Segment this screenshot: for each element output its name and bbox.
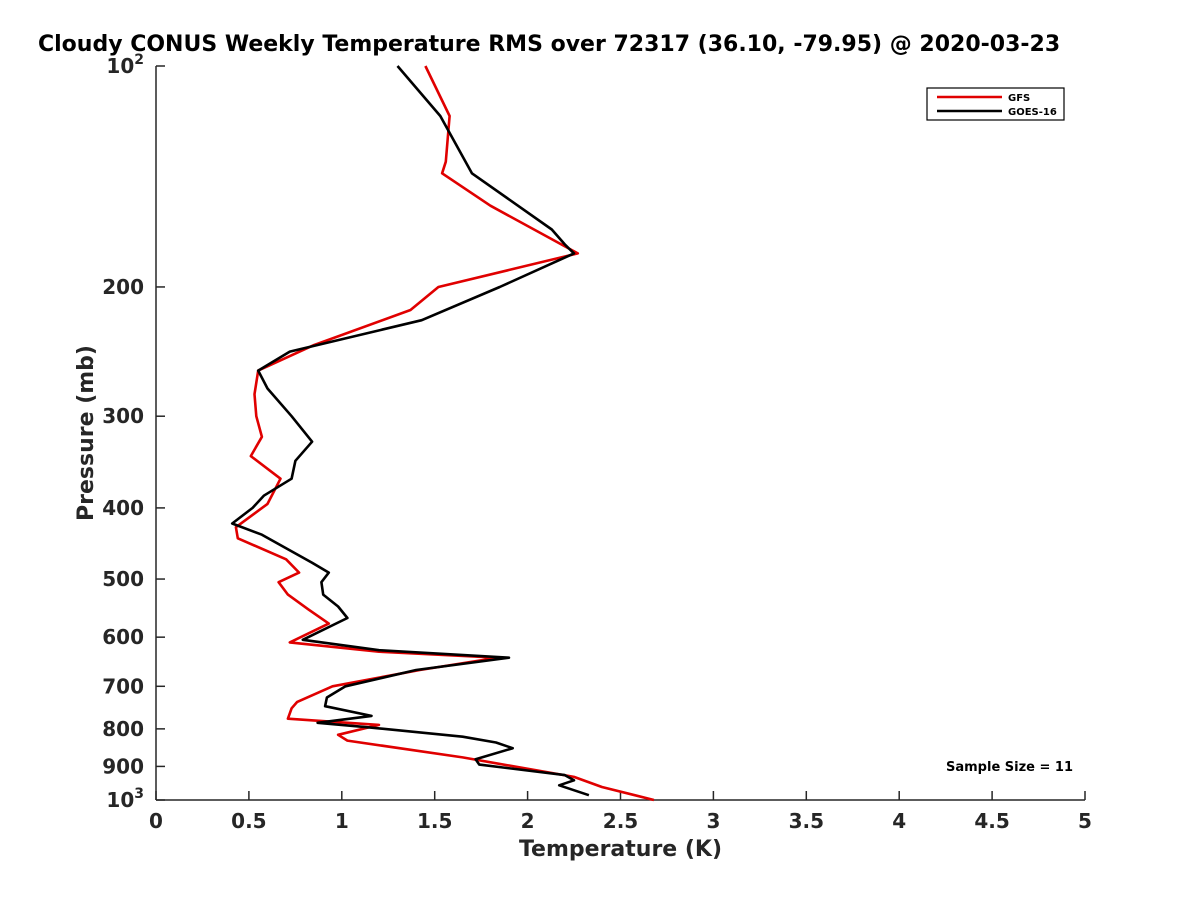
y-tick-label: 500 <box>102 567 144 591</box>
y-tick-label: 300 <box>102 404 144 428</box>
x-axis-label: Temperature (K) <box>519 837 722 862</box>
x-tick-label: 0.5 <box>231 809 266 833</box>
y-tick-label: 102 <box>106 52 144 78</box>
y-tick-label: 800 <box>102 717 144 741</box>
legend-label: GFS <box>1008 93 1030 104</box>
y-tick-label: 900 <box>102 754 144 778</box>
x-tick-label: 2 <box>521 809 535 833</box>
x-tick-label: 4 <box>892 809 906 833</box>
legend-box <box>926 87 1065 121</box>
x-tick-label: 1 <box>335 809 349 833</box>
chart-title: Cloudy CONUS Weekly Temperature RMS over… <box>38 32 1061 57</box>
x-tick-label: 0 <box>149 809 163 833</box>
y-tick-label: 200 <box>102 275 144 299</box>
y-tick-label: 400 <box>102 496 144 520</box>
sample-size-annotation: Sample Size = 11 <box>946 760 1073 775</box>
series-line-gfs <box>234 65 655 802</box>
x-tick-label: 3 <box>706 809 720 833</box>
y-tick-label: 103 <box>106 786 144 812</box>
series-line-goes-16 <box>230 65 590 797</box>
x-tick-label: 2.5 <box>603 809 638 833</box>
y-tick-label: 700 <box>102 674 144 698</box>
x-tick-label: 1.5 <box>417 809 452 833</box>
y-tick-label: 600 <box>102 625 144 649</box>
x-tick-label: 4.5 <box>974 809 1009 833</box>
y-axis-label: Pressure (mb) <box>74 345 99 521</box>
x-tick-label: 5 <box>1078 809 1092 833</box>
legend-label: GOES-16 <box>1008 107 1057 118</box>
x-tick-label: 3.5 <box>789 809 824 833</box>
